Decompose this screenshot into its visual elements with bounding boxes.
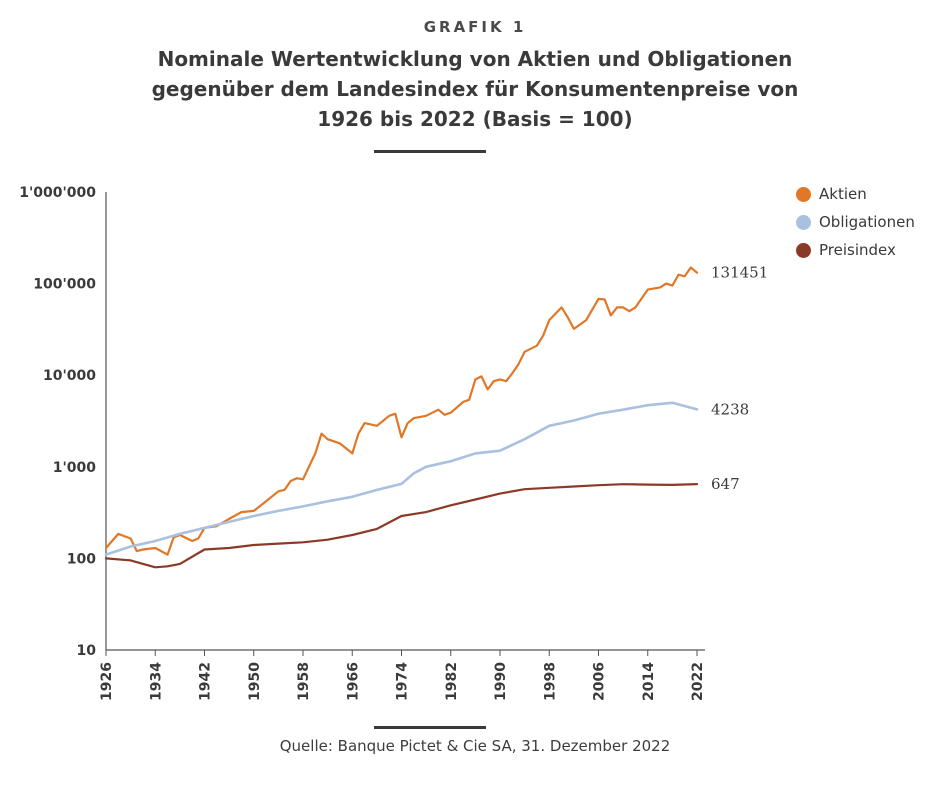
y-tick-label: 10 [77, 643, 97, 659]
chart-source: Quelle: Banque Pictet & Cie SA, 31. Deze… [279, 737, 671, 755]
legend-label-preisindex: Preisindex [819, 241, 896, 259]
y-tick-label: 100 [67, 551, 96, 567]
chart-legend: Aktien Obligationen Preisindex [796, 180, 915, 264]
chart-title: Nominale Wertentwicklung von Aktien und … [151, 47, 799, 131]
chart-series [104, 266, 699, 569]
x-tick-label: 1926 [99, 662, 115, 701]
source-divider [374, 726, 486, 729]
figure-kicker: GRAFIK 1 [423, 18, 527, 36]
legend-swatch-preisindex [796, 242, 811, 258]
x-tick-label: 2022 [690, 662, 706, 701]
x-tick-label: 1974 [395, 662, 411, 701]
y-tick-label: 1'000 [53, 460, 97, 476]
legend-item-preisindex: Preisindex [796, 236, 915, 264]
chart-axes: 10 100 1'000 10'000 100'000 1'000'000 1926 1934… [19, 185, 706, 701]
end-label-obligationen: 4238 [711, 400, 749, 418]
legend-item-obligationen: Obligationen [796, 208, 915, 236]
x-tick-label: 1942 [198, 662, 214, 701]
series-line-obligationen [104, 401, 699, 556]
x-tick-label: 1998 [542, 662, 558, 701]
y-tick-label: 10'000 [43, 368, 96, 384]
y-tick-label: 1'000'000 [19, 185, 96, 201]
title-divider [374, 150, 486, 153]
legend-swatch-obligationen [796, 214, 811, 230]
x-tick-label: 1990 [493, 662, 509, 701]
end-label-aktien: 131451 [711, 264, 768, 282]
chart-end-labels: 131451 4238 647 [711, 264, 768, 493]
x-tick-label: 1934 [148, 662, 164, 701]
x-tick-label: 1966 [345, 662, 361, 701]
legend-label-obligationen: Obligationen [819, 213, 915, 231]
x-tick-label: 2006 [592, 662, 608, 701]
legend-swatch-aktien [796, 186, 811, 202]
x-tick-label: 1958 [296, 662, 312, 701]
end-label-preisindex: 647 [711, 475, 740, 493]
legend-item-aktien: Aktien [796, 180, 915, 208]
x-tick-label: 2014 [641, 662, 657, 701]
legend-label-aktien: Aktien [819, 185, 867, 203]
series-line-preisindex [104, 483, 699, 569]
y-tick-label: 100'000 [33, 277, 96, 293]
x-tick-label: 1982 [444, 662, 460, 701]
x-tick-label: 1950 [247, 662, 263, 701]
